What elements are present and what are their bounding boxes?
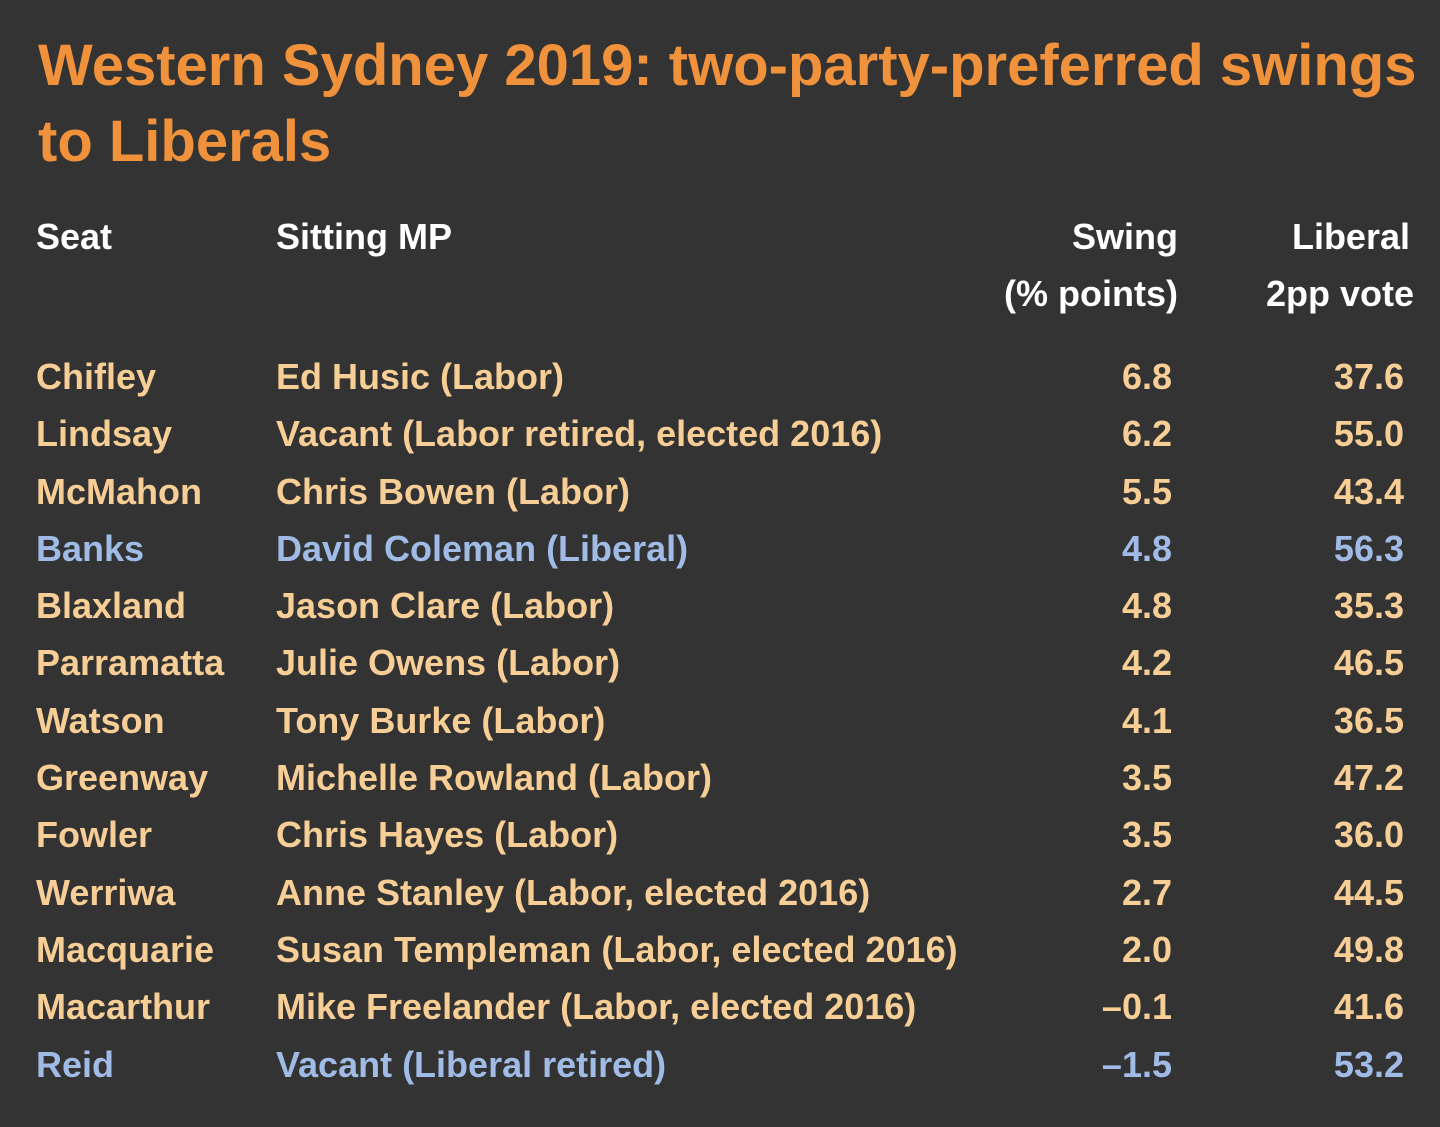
- seat-cell: Watson: [36, 699, 165, 741]
- table-row: Blaxland Jason Clare (Labor) 4.8 35.3: [0, 577, 1440, 634]
- table-row: Chifley Ed Husic (Labor) 6.8 37.6: [0, 348, 1440, 405]
- sitting-mp-cell: Mike Freelander (Labor, elected 2016): [276, 986, 917, 1028]
- chart-title: Western Sydney 2019: two-party-preferred…: [38, 33, 1417, 174]
- sitting-mp-cell: Chris Bowen (Labor): [276, 470, 631, 512]
- sitting-mp-cell: Anne Stanley (Labor, elected 2016): [276, 871, 871, 913]
- table-body: Chifley Ed Husic (Labor) 6.8 37.6 Lindsay Vac…: [0, 348, 1440, 1093]
- header-liberal-vote: Liberal: [1291, 216, 1410, 257]
- swing-cell: 4.8: [1121, 585, 1172, 627]
- seat-cell: Parramatta: [36, 642, 225, 684]
- liberal-vote-cell: 46.5: [1333, 642, 1404, 684]
- swing-cell: 5.5: [1121, 470, 1172, 512]
- liberal-vote-cell: 36.5: [1333, 699, 1404, 741]
- liberal-vote-cell: 49.8: [1333, 928, 1404, 970]
- table-row: Macarthur Mike Freelander (Labor, elected…: [0, 978, 1440, 1035]
- seat-cell: Werriwa: [36, 871, 176, 913]
- seat-cell: Reid: [36, 1043, 115, 1085]
- table-row: Watson Tony Burke (Labor) 4.1 36.5: [0, 692, 1440, 749]
- liberal-vote-cell: 44.5: [1333, 871, 1404, 913]
- swing-cell: 2.0: [1121, 928, 1172, 970]
- table-row: Lindsay Vacant (Labor retired, elected 20…: [0, 405, 1440, 462]
- swing-cell: 4.8: [1121, 527, 1172, 569]
- seat-cell: McMahon: [36, 470, 202, 512]
- swing-cell: 4.2: [1121, 642, 1172, 684]
- liberal-vote-cell: 35.3: [1333, 585, 1404, 627]
- header-liberal-vote-unit: 2pp vote: [1265, 273, 1414, 314]
- seat-cell: Chifley: [36, 356, 157, 397]
- table-row: Reid Vacant (Liberal retired) –1.5 53.2: [0, 1036, 1440, 1093]
- swing-cell: 6.8: [1121, 356, 1172, 397]
- seat-cell: Greenway: [36, 757, 209, 799]
- seat-cell: Blaxland: [36, 585, 187, 627]
- sitting-mp-cell: Susan Templeman (Labor, elected 2016): [276, 928, 958, 970]
- table-row: Greenway Michelle Rowland (Labor) 3.5 47.2: [0, 749, 1440, 806]
- seat-cell: Lindsay: [36, 413, 173, 455]
- sitting-mp-cell: Julie Owens (Labor): [276, 642, 621, 684]
- swing-cell: –0.1: [1101, 986, 1172, 1028]
- liberal-vote-cell: 37.6: [1333, 356, 1404, 397]
- table-row: Parramatta Julie Owens (Labor) 4.2 46.5: [0, 634, 1440, 691]
- swing-cell: 2.7: [1121, 871, 1172, 913]
- liberal-vote-cell: 36.0: [1333, 814, 1404, 856]
- sitting-mp-cell: Michelle Rowland (Labor): [276, 757, 713, 799]
- seat-cell: Macarthur: [36, 986, 211, 1028]
- swing-cell: –1.5: [1101, 1043, 1172, 1085]
- liberal-vote-cell: 41.6: [1333, 986, 1404, 1028]
- table-row: McMahon Chris Bowen (Labor) 5.5 43.4: [0, 463, 1440, 520]
- table-row: Macquarie Susan Templeman (Labor, elected…: [0, 921, 1440, 978]
- sitting-mp-cell: Chris Hayes (Labor): [276, 814, 619, 856]
- sitting-mp-cell: Tony Burke (Labor): [276, 699, 606, 741]
- table-row: Fowler Chris Hayes (Labor) 3.5 36.0: [0, 806, 1440, 863]
- swing-cell: 3.5: [1121, 757, 1172, 799]
- seat-cell: Banks: [36, 527, 145, 569]
- seat-cell: Fowler: [36, 814, 153, 856]
- liberal-vote-cell: 43.4: [1333, 470, 1404, 512]
- liberal-vote-cell: 56.3: [1333, 527, 1404, 569]
- table-row: Banks David Coleman (Liberal) 4.8 56.3: [0, 520, 1440, 577]
- liberal-vote-cell: 47.2: [1333, 757, 1404, 799]
- swing-cell: 3.5: [1121, 814, 1172, 856]
- sitting-mp-cell: Jason Clare (Labor): [276, 585, 615, 627]
- table-row: Werriwa Anne Stanley (Labor, elected 2016…: [0, 864, 1440, 921]
- header-swing: Swing: [1072, 216, 1178, 257]
- liberal-vote-cell: 53.2: [1333, 1043, 1404, 1085]
- sitting-mp-cell: Ed Husic (Labor): [276, 356, 565, 397]
- sitting-mp-cell: David Coleman (Liberal): [276, 527, 689, 569]
- header-swing-unit: (% points): [1004, 273, 1178, 314]
- header-seat: Seat: [36, 216, 113, 257]
- seat-cell: Macquarie: [36, 928, 215, 970]
- sitting-mp-cell: Vacant (Labor retired, elected 2016): [276, 413, 883, 455]
- liberal-vote-cell: 55.0: [1333, 413, 1404, 455]
- sitting-mp-cell: Vacant (Liberal retired): [276, 1043, 667, 1085]
- swing-cell: 6.2: [1121, 413, 1172, 455]
- header-sitting-mp: Sitting MP: [276, 216, 452, 257]
- swing-cell: 4.1: [1121, 699, 1172, 741]
